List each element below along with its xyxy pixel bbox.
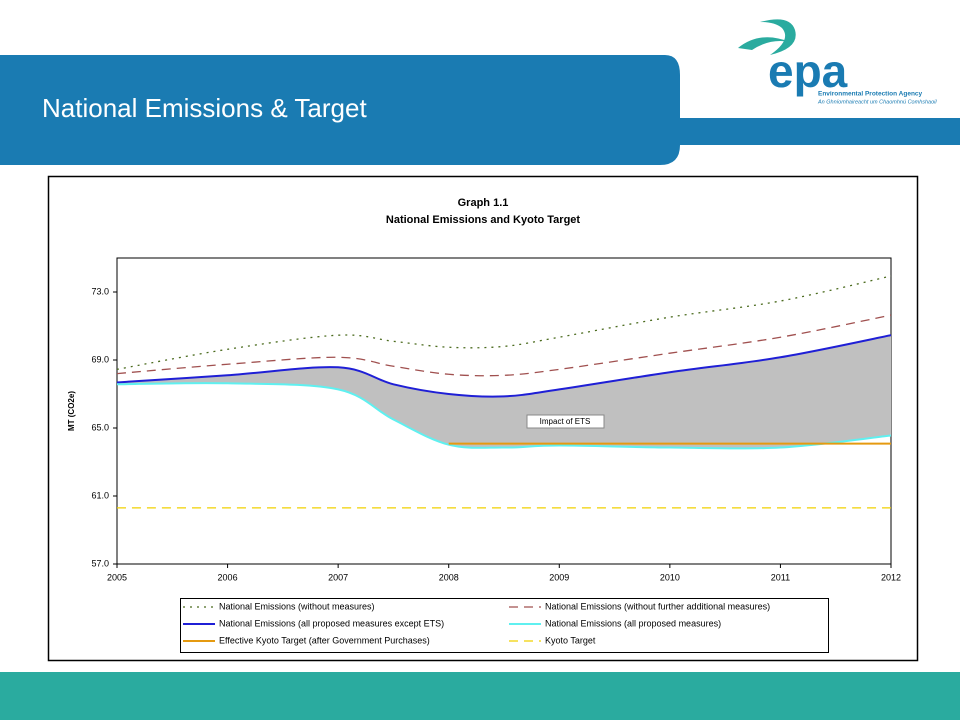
series-line <box>116 334 892 398</box>
legend <box>180 598 829 653</box>
x-tick-label: 2009 <box>549 572 569 582</box>
x-tick-label: 2012 <box>881 572 901 582</box>
legend-label: National Emissions (all proposed measure… <box>545 618 721 628</box>
x-tick-label: 2007 <box>328 572 348 582</box>
y-tick-label: 69.0 <box>91 354 109 364</box>
chart-subtitle: National Emissions and Kyoto Target <box>386 214 580 226</box>
header-band-right <box>680 118 960 145</box>
ets-impact-area <box>117 335 891 449</box>
legend-label: Kyoto Target <box>545 635 596 645</box>
y-axis-label: MT (CO2e) <box>67 391 76 431</box>
header-band <box>0 55 680 165</box>
logo-line: Environmental Protection Agency <box>818 91 923 98</box>
y-tick-label: 73.0 <box>91 286 109 296</box>
legend-label: National Emissions (without measures) <box>219 601 375 611</box>
chart-title: Graph 1.1 <box>458 197 509 209</box>
y-tick-label: 61.0 <box>91 490 109 500</box>
legend-label: National Emissions (without further addi… <box>545 601 770 611</box>
y-tick-label: 57.0 <box>91 558 109 568</box>
footer-band <box>0 672 960 720</box>
slide-title: National Emissions & Target <box>42 93 367 123</box>
series-line <box>116 382 892 450</box>
legend-label: Effective Kyoto Target (after Government… <box>219 635 430 645</box>
x-tick-label: 2008 <box>439 572 459 582</box>
annotation: Impact of ETS <box>540 417 591 426</box>
logo-line: An Ghníomhaireacht um Chaomhnú Comhshaoi… <box>817 99 937 105</box>
logo-swoosh <box>760 19 796 55</box>
legend-label: National Emissions (all proposed measure… <box>219 618 444 628</box>
x-tick-label: 2011 <box>771 572 790 582</box>
x-tick-label: 2010 <box>660 572 680 582</box>
y-tick-label: 65.0 <box>91 422 109 432</box>
x-tick-label: 2006 <box>218 572 238 582</box>
logo-swoosh <box>738 37 790 50</box>
annotation-box <box>526 414 605 429</box>
series-line <box>116 314 892 377</box>
logo-text: epa <box>768 45 848 97</box>
x-tick-label: 2005 <box>107 572 127 582</box>
